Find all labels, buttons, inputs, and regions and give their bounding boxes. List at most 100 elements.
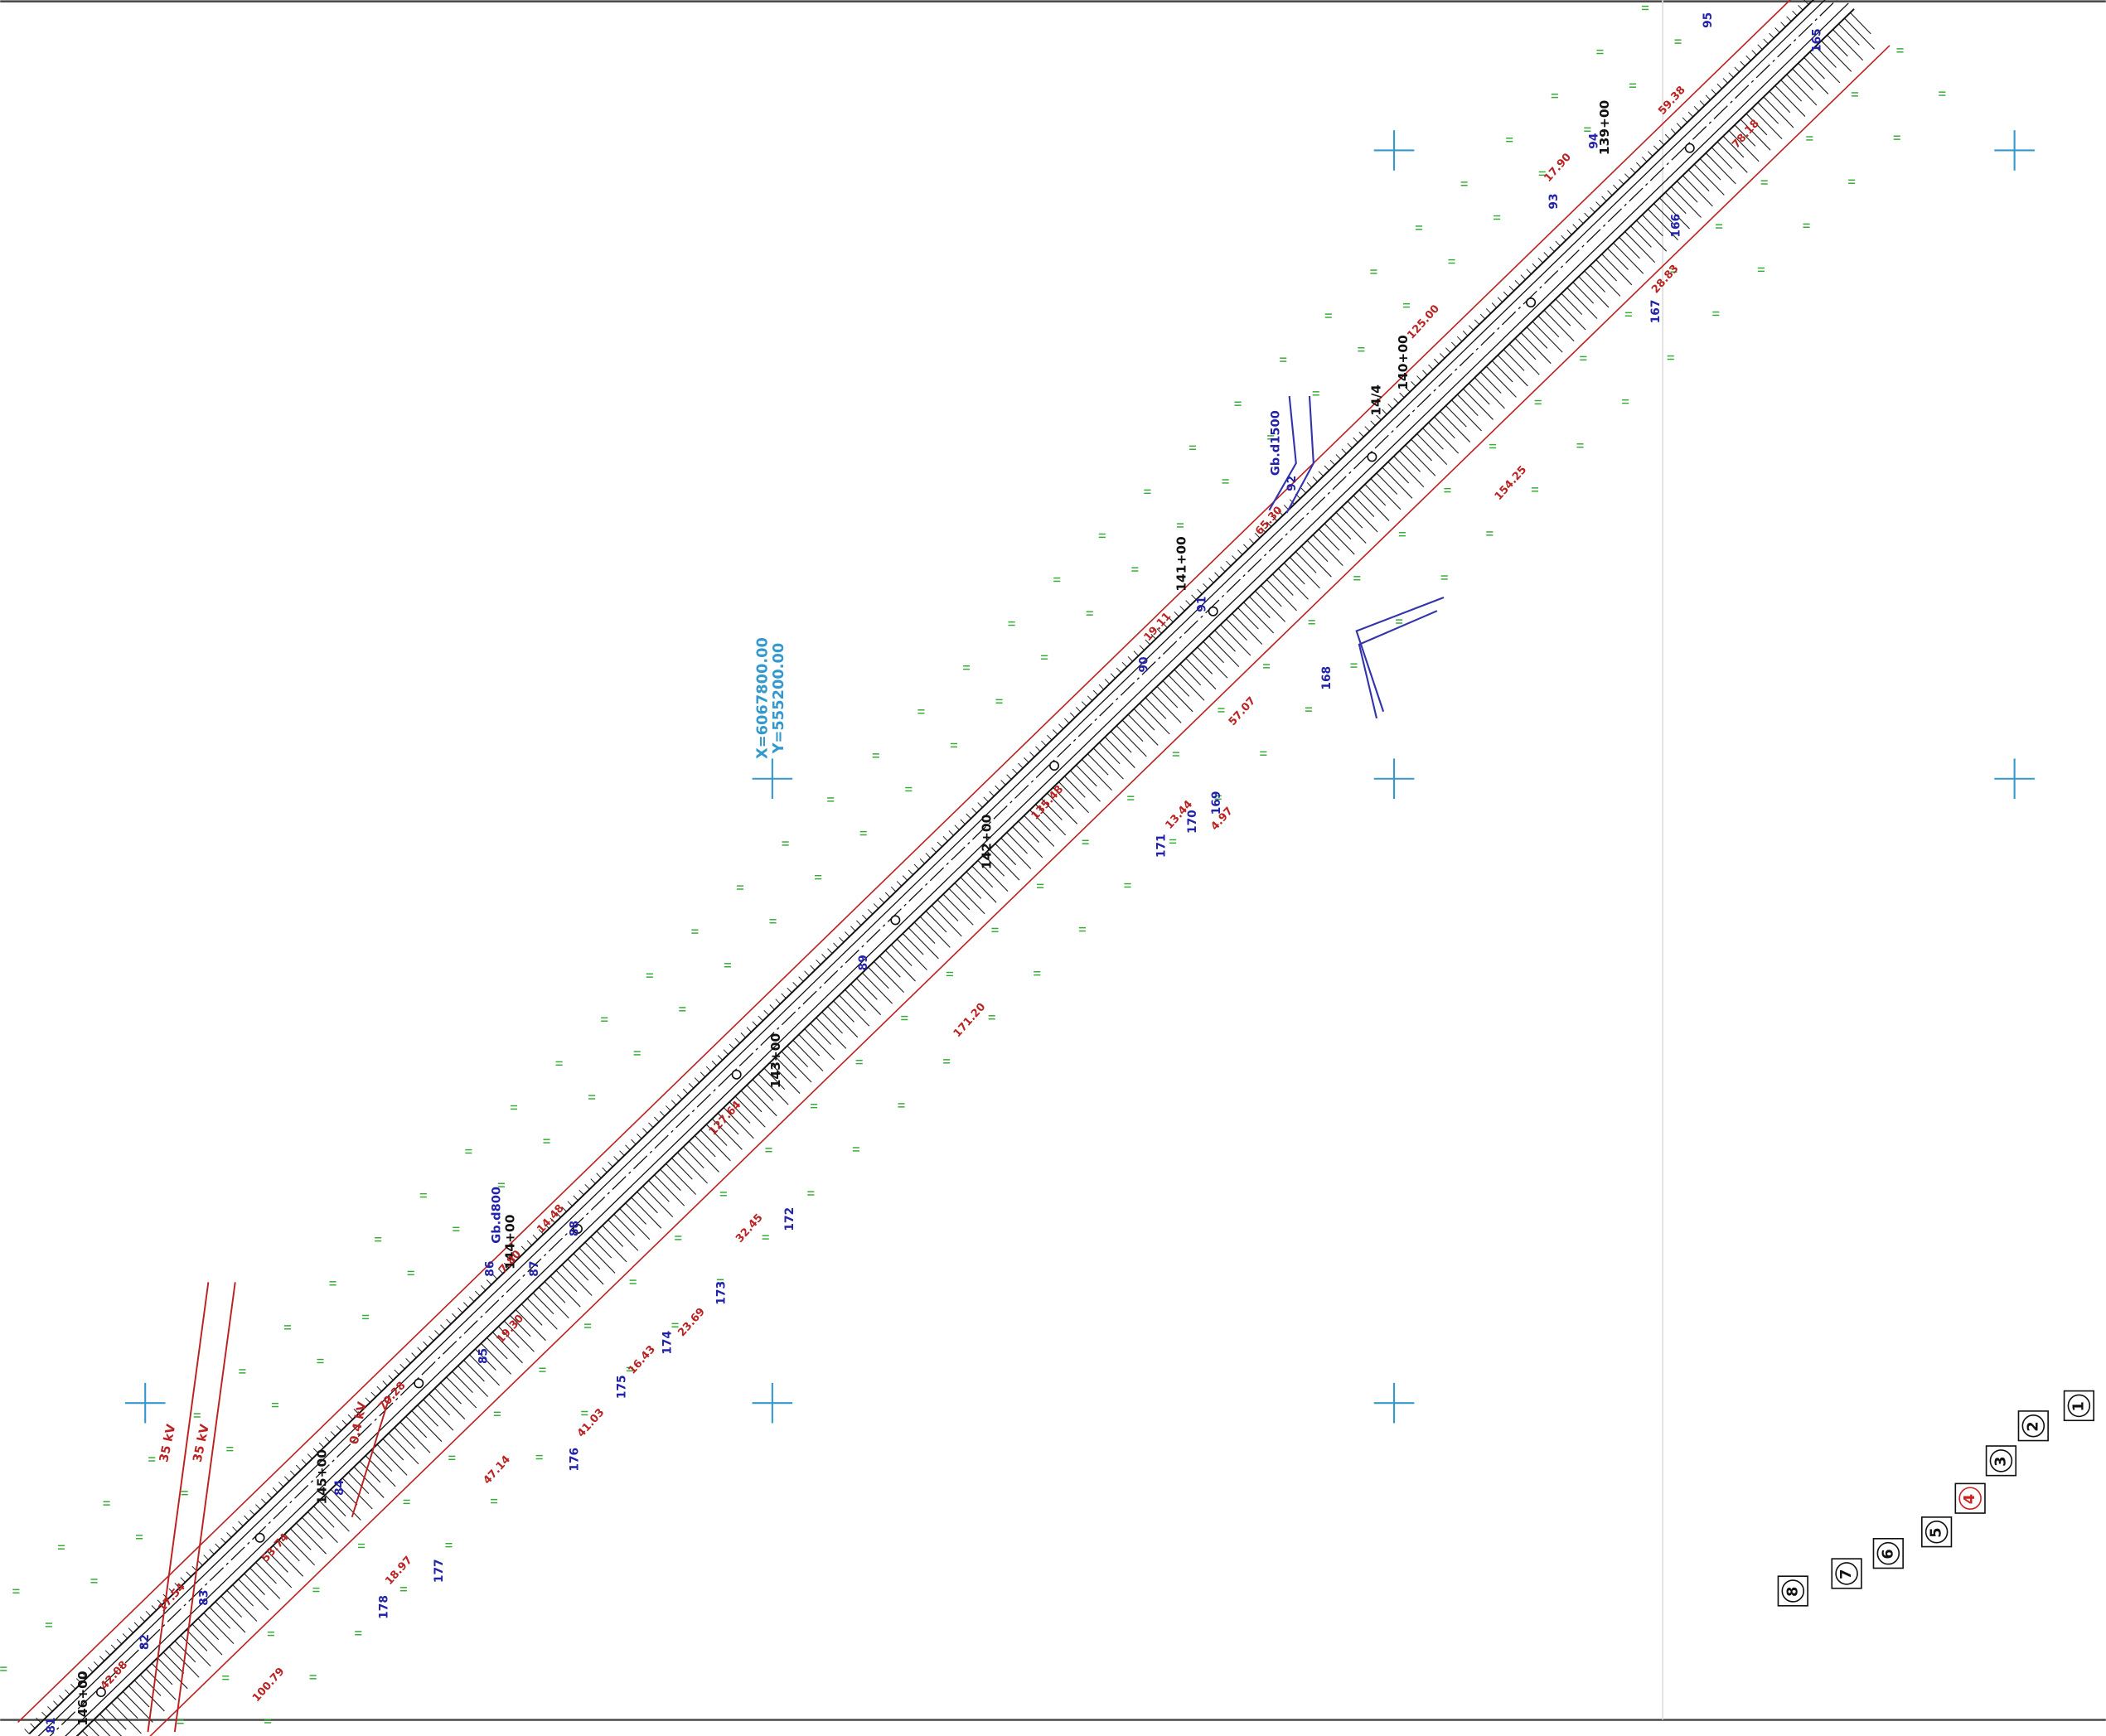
slope-hatch xyxy=(1300,545,1332,578)
slope-hatch xyxy=(637,1134,642,1139)
pipes-label: Gb.d800 xyxy=(490,1187,504,1244)
slope-hatch xyxy=(1809,51,1841,84)
slope-hatch xyxy=(1295,551,1317,573)
slope-hatch xyxy=(631,1139,637,1145)
slope-hatch xyxy=(613,1213,636,1236)
slope-hatch xyxy=(1590,206,1595,213)
slope-hatch xyxy=(463,1302,469,1308)
slope-hatch xyxy=(405,1358,411,1364)
slope-hatch xyxy=(1376,414,1382,421)
slope-hatch xyxy=(295,1522,327,1555)
slope-hatch xyxy=(255,1504,261,1510)
stations-label: 142+00 xyxy=(980,815,995,869)
slope-hatch xyxy=(1232,555,1237,561)
slope-hatch xyxy=(827,948,833,954)
slope-hatch xyxy=(1271,573,1294,596)
slope-hatch xyxy=(330,1431,336,1437)
slope-hatch xyxy=(1405,444,1436,476)
slope-hatch xyxy=(336,1483,358,1506)
slope-hatch xyxy=(1561,235,1566,241)
slope-hatch xyxy=(960,877,982,899)
slope-hatch xyxy=(139,1674,162,1696)
manhole xyxy=(731,1069,742,1080)
slope-hatch xyxy=(1468,383,1490,405)
center-line xyxy=(49,0,1837,1736)
slope-hatch xyxy=(1179,606,1185,612)
slope-hatch xyxy=(1185,600,1191,606)
slope-hatch xyxy=(1145,639,1150,646)
slope-hatch xyxy=(1092,747,1124,780)
slope-hatch xyxy=(1440,353,1445,359)
manhole xyxy=(1049,761,1060,771)
slope-hatch xyxy=(1261,585,1282,607)
power-line xyxy=(351,1395,391,1518)
slope-hatch xyxy=(203,1613,235,1645)
slope-hatch xyxy=(133,1680,165,1712)
slope-hatch xyxy=(290,1528,312,1550)
slope-hatch xyxy=(1006,832,1028,854)
slope-hatch xyxy=(301,1459,307,1465)
slope-hatch xyxy=(971,807,977,814)
slope-hatch xyxy=(347,1472,370,1494)
stations-label: 144+00 xyxy=(502,1215,517,1269)
slope-hatch xyxy=(157,1657,188,1690)
slope-hatch xyxy=(1208,636,1240,667)
slope-hatch xyxy=(1745,56,1751,61)
slope-hatch xyxy=(1658,139,1665,146)
slope-hatch xyxy=(1642,214,1663,237)
slope-hatch xyxy=(1150,691,1182,723)
slope-hatch xyxy=(925,853,931,858)
slope-hatch xyxy=(1243,602,1275,634)
slope-hatch xyxy=(682,1088,689,1095)
slope-hatch xyxy=(960,819,966,825)
slope-hatch xyxy=(948,830,954,836)
slope-hatch xyxy=(1145,697,1167,719)
slope-hatch xyxy=(1208,578,1214,583)
slope-hatch xyxy=(122,1633,128,1639)
stations-label: 145+00 xyxy=(315,1449,330,1504)
slope-hatch xyxy=(884,892,891,898)
slope-hatch xyxy=(954,883,985,915)
slope-hatch xyxy=(989,849,1020,881)
slope-hatch xyxy=(1324,523,1355,555)
slope-hatch xyxy=(1485,365,1517,398)
sheet-index-label: 5 xyxy=(1928,1527,1945,1537)
slope-hatch xyxy=(1116,667,1122,674)
slope-hatch xyxy=(850,926,856,931)
slope-hatch xyxy=(1636,162,1642,168)
slope-hatch xyxy=(1139,703,1170,735)
slope-hatch xyxy=(884,950,916,982)
slope-hatch xyxy=(1306,539,1329,563)
manhole xyxy=(1526,297,1537,308)
slope-hatch xyxy=(1734,66,1740,73)
slope-hatch xyxy=(1382,467,1413,499)
points-label: 94 xyxy=(1587,133,1600,149)
slope-hatch xyxy=(128,1627,134,1633)
boundary-line xyxy=(17,0,1791,1724)
slope-hatch xyxy=(486,1279,492,1285)
slope-hatch xyxy=(694,1077,700,1083)
slope-hatch xyxy=(740,1032,746,1038)
slope-hatch xyxy=(220,1595,243,1618)
slope-hatch xyxy=(1479,371,1502,394)
stations-label: 140+00 xyxy=(1396,335,1411,389)
slope-hatch xyxy=(1774,85,1806,117)
slope-hatch xyxy=(596,1231,627,1263)
slope-hatch xyxy=(1041,740,1047,747)
slope-hatch xyxy=(1324,465,1329,471)
slope-hatch xyxy=(896,938,927,970)
slope-hatch xyxy=(977,802,983,808)
slope-hatch xyxy=(700,1071,706,1077)
slope-hatch xyxy=(145,1610,151,1617)
slope-hatch xyxy=(509,1257,516,1263)
slope-hatch xyxy=(758,1015,763,1022)
slope-hatch xyxy=(671,1100,677,1105)
slope-hatch xyxy=(1780,80,1803,102)
slope-hatch xyxy=(1232,612,1263,645)
slope-hatch xyxy=(1474,319,1480,325)
slope-hatch xyxy=(1745,113,1768,136)
slope-hatch xyxy=(341,1419,347,1426)
slope-hatch xyxy=(1358,489,1390,521)
slope-hatch xyxy=(1653,145,1659,151)
slope-hatch xyxy=(238,1579,269,1611)
